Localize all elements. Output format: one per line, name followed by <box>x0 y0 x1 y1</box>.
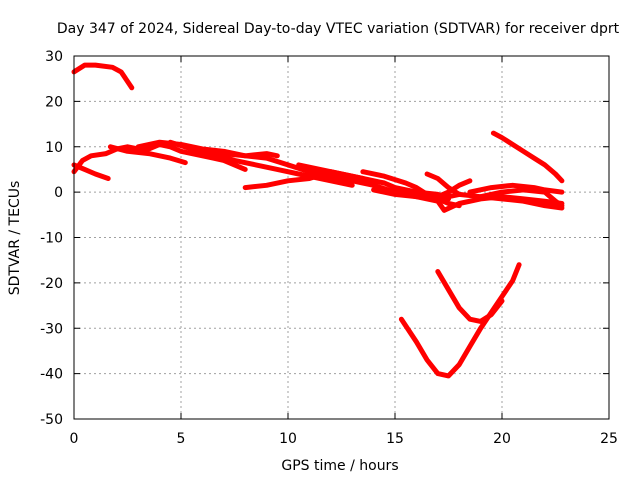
series-arc-18 <box>435 269 505 324</box>
grid-layer <box>74 56 609 419</box>
series-arc-10 <box>360 169 462 209</box>
x-tick-label: 5 <box>177 431 186 447</box>
x-tick-label: 15 <box>386 431 404 447</box>
y-tick-label: 10 <box>45 140 63 156</box>
series-arc-1 <box>71 62 135 91</box>
y-tick-label: -30 <box>40 321 63 337</box>
series-arc-17 <box>398 262 522 379</box>
series-arc-14 <box>467 182 565 195</box>
x-tick-label: 0 <box>70 431 79 447</box>
y-tick-label: -40 <box>40 367 63 383</box>
y-tick-label: 30 <box>45 49 63 65</box>
x-tick-label: 10 <box>279 431 297 447</box>
chart-title: Day 347 of 2024, Sidereal Day-to-day VTE… <box>57 21 620 37</box>
series-arc-7 <box>199 148 280 159</box>
x-axis-label: GPS time / hours <box>281 458 398 474</box>
series-arc-15 <box>478 187 565 209</box>
series-arc-16 <box>490 130 565 184</box>
x-tick-label: 25 <box>600 431 618 447</box>
y-tick-label: -50 <box>40 412 63 428</box>
series-arc-6 <box>167 139 355 188</box>
y-axis-label: SDTVAR / TECUs <box>7 181 23 296</box>
series-arc-3 <box>71 162 111 181</box>
series-arc-13 <box>435 178 473 200</box>
y-tick-label: 0 <box>54 185 63 201</box>
y-tick-label: -10 <box>40 231 63 247</box>
y-tick-label: -20 <box>40 276 63 292</box>
y-tick-label: 20 <box>45 94 63 110</box>
x-tick-label: 20 <box>493 431 511 447</box>
series-layer <box>71 62 565 379</box>
tick-layer: 0 5 10 15 20 25 -50 -40 -30 -20 -10 0 10 20 30 <box>40 49 618 447</box>
series-arc-4 <box>107 144 188 166</box>
series-arc-11 <box>371 187 565 213</box>
